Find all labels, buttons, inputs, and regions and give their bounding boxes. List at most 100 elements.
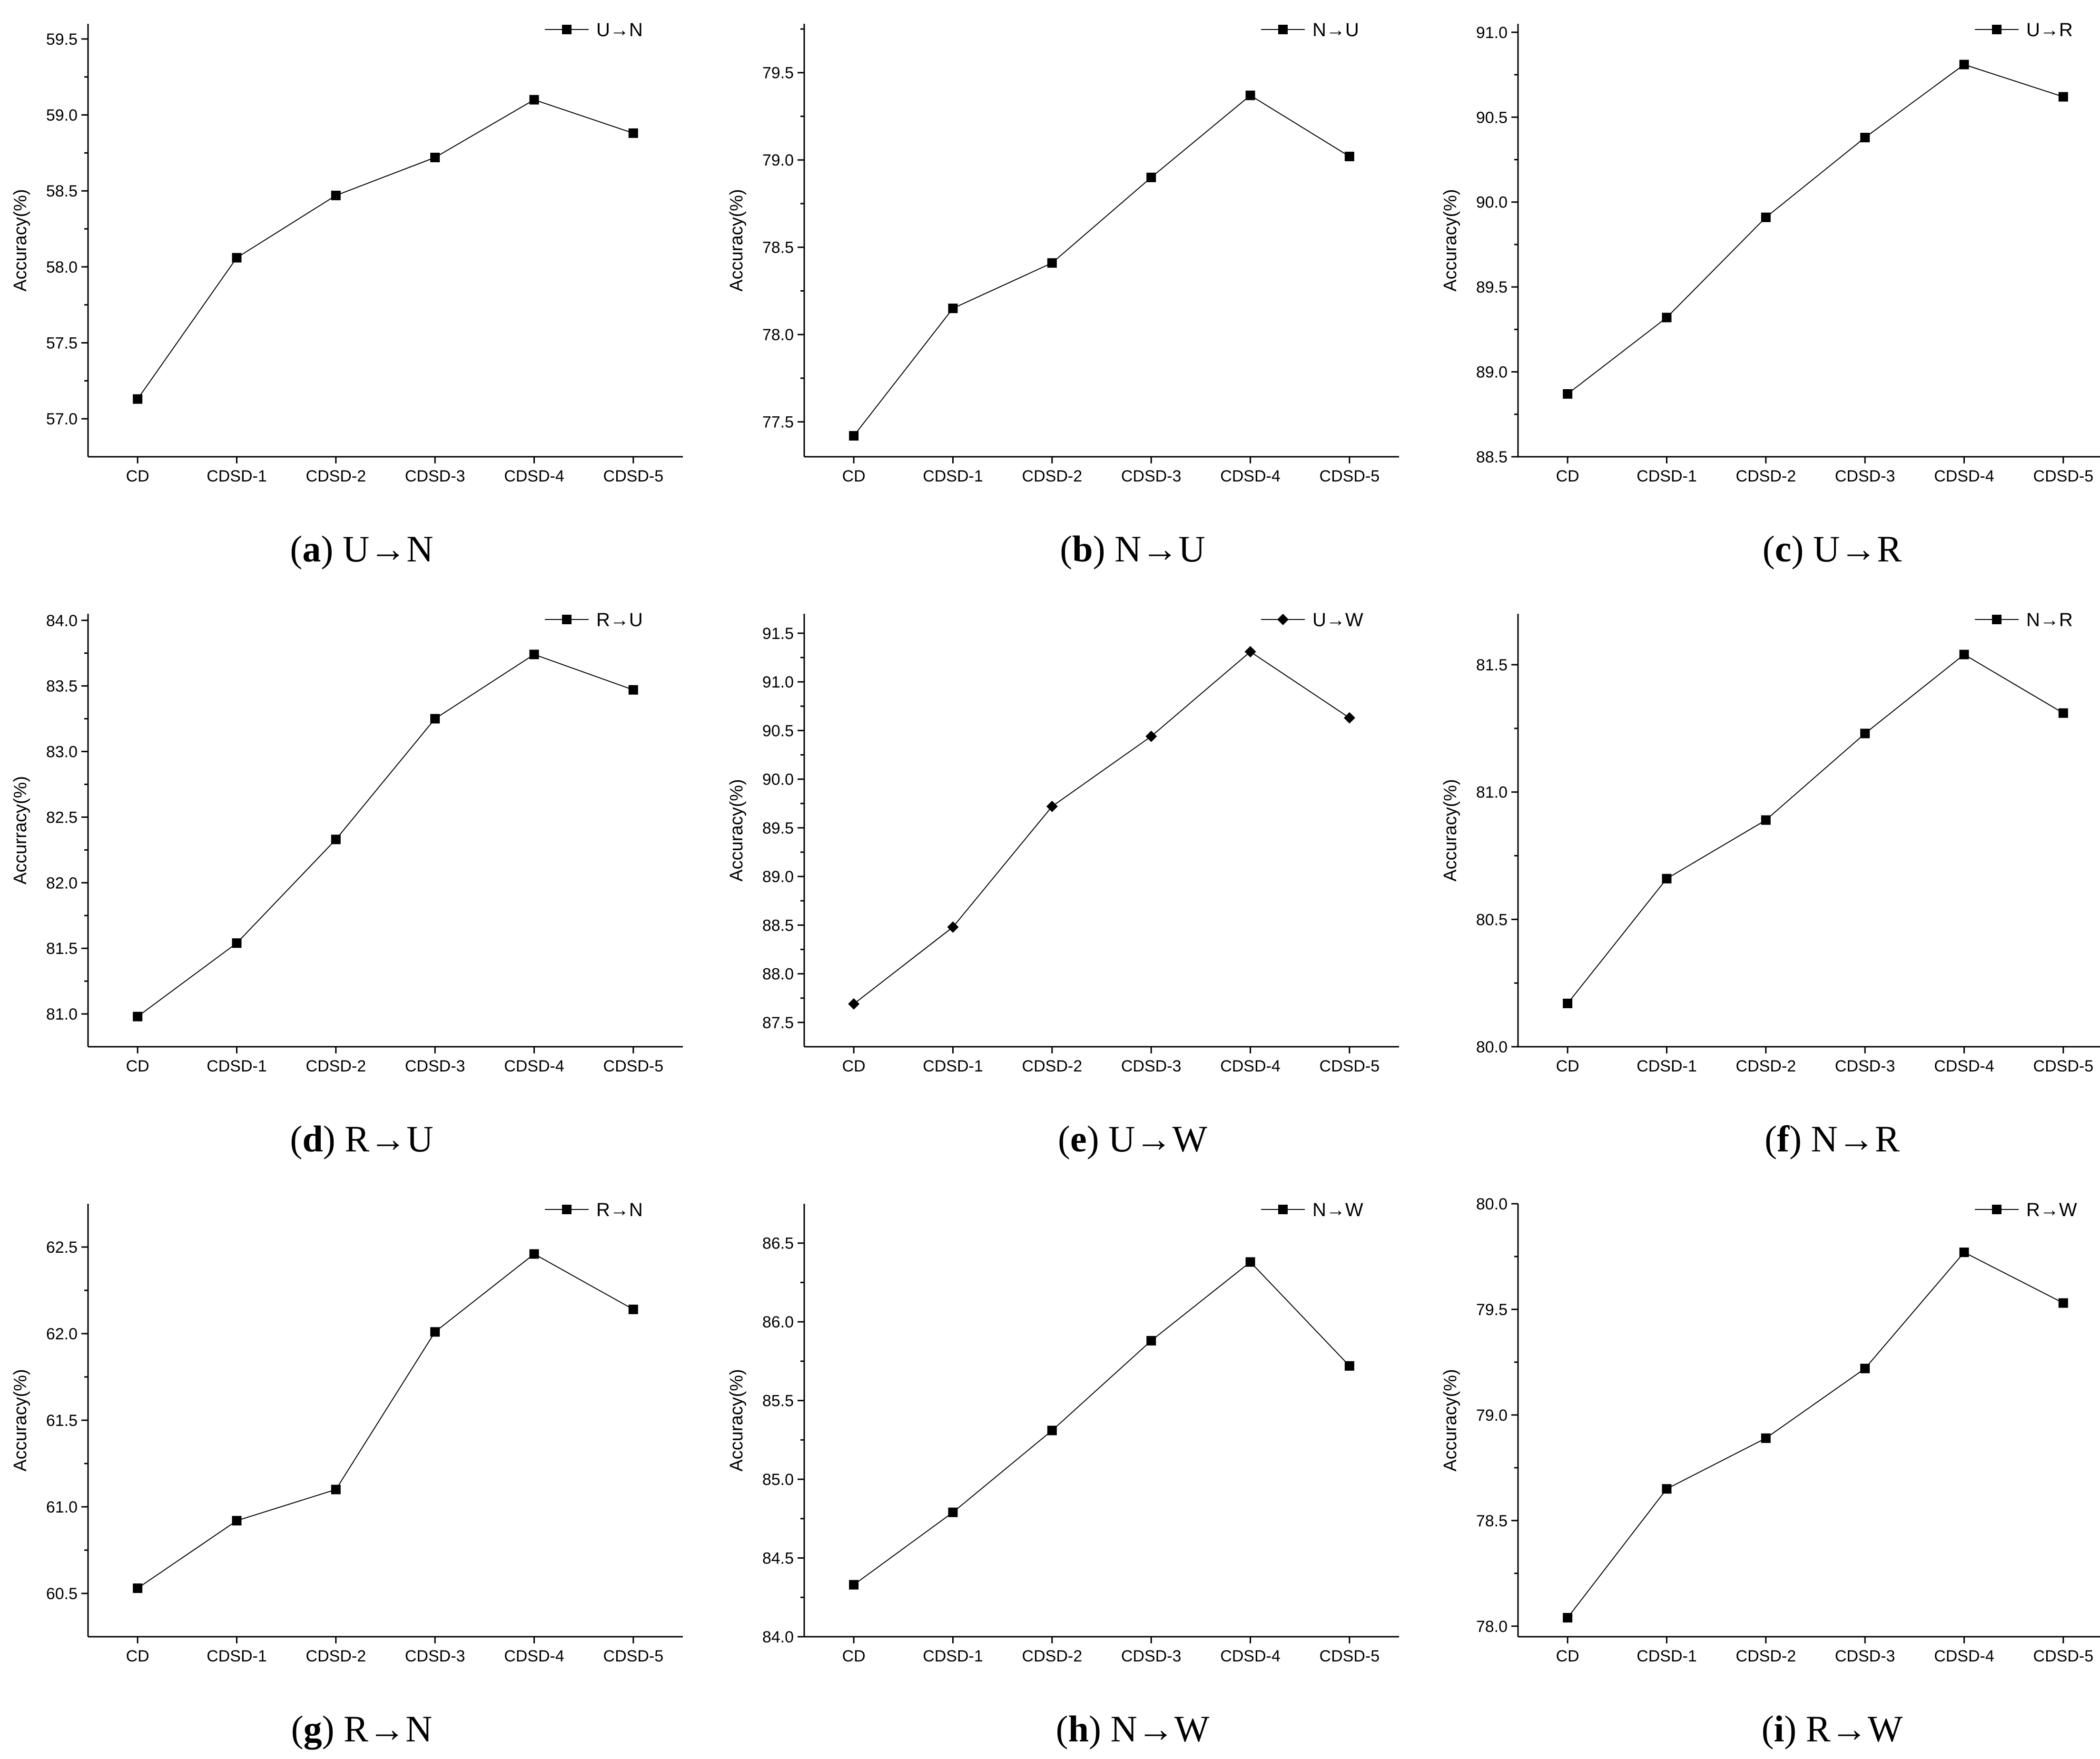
series-line	[853, 651, 1350, 1004]
data-point	[1563, 999, 1573, 1008]
x-tick-label: CDSD-4	[504, 1057, 564, 1075]
data-point	[331, 190, 341, 200]
caption: (a) U→N	[290, 528, 433, 570]
x-tick-label: CDSD-1	[207, 1647, 267, 1665]
caption: (e) U→W	[1058, 1118, 1207, 1160]
x-tick-label: CDSD-5	[2033, 467, 2094, 485]
y-tick-label: 77.5	[762, 413, 794, 432]
data-point	[331, 835, 341, 845]
x-tick-label: CDSD-5	[2033, 1647, 2094, 1665]
y-axis-title: Accuracy(%)	[1440, 189, 1460, 291]
data-point	[1145, 730, 1157, 742]
caption: (d) R→U	[290, 1118, 433, 1160]
y-tick-label: 58.5	[46, 182, 78, 200]
caption-close-paren: )	[1791, 528, 1813, 570]
x-tick-label: CDSD-1	[923, 1057, 983, 1075]
data-point	[529, 95, 539, 105]
caption-letter: d	[302, 1118, 323, 1160]
chart-e: 87.5 88.0 88.5 89.0 89.5 90.0 90.5 91.0 91.5 CD CD…	[727, 609, 1399, 1160]
y-tick-label: 85.5	[762, 1392, 794, 1410]
legend-label: R→U	[596, 609, 643, 630]
data-point	[1662, 313, 1672, 323]
x-tick-label: CDSD-2	[306, 467, 366, 485]
caption-open-paren: (	[1058, 1118, 1070, 1160]
chart-h: 84.0 84.5 85.0 85.5 86.0 86.5 CD CDSD-1 CDSD-2 CD…	[727, 1199, 1399, 1749]
data-point	[628, 685, 638, 695]
y-tick-label: 82.5	[46, 808, 78, 826]
y-tick-label: 60.5	[46, 1585, 78, 1603]
y-tick-label: 62.0	[46, 1325, 78, 1343]
caption: (f) N→R	[1765, 1118, 1900, 1160]
y-tick-label: 80.5	[1476, 911, 1508, 929]
y-tick-label: 90.5	[1476, 108, 1508, 127]
data-point	[1245, 1257, 1255, 1267]
x-tick-label: CDSD-5	[603, 1057, 664, 1075]
legend-label: N→W	[1312, 1199, 1363, 1220]
legend: N→R	[1975, 609, 2073, 630]
caption: (c) U→R	[1763, 528, 1902, 570]
x-tick-label: CDSD-2	[1022, 1057, 1083, 1075]
data-point	[1860, 133, 1870, 143]
data-point	[1344, 1361, 1354, 1371]
x-tick-label: CDSD-1	[1637, 1647, 1697, 1665]
chart-g: 60.5 61.0 61.5 62.0 62.5 CD CDSD-1 CDSD-2 CDSD-3…	[10, 1199, 683, 1749]
y-tick-label: 78.5	[762, 239, 794, 257]
caption-open-paren: (	[1763, 528, 1775, 570]
y-tick-label: 90.0	[1476, 194, 1508, 212]
y-axis-title: Accurracy(%)	[10, 776, 30, 884]
x-tick-label: CDSD-4	[1934, 1057, 1994, 1075]
data-point	[849, 1580, 859, 1590]
y-tick-label: 79.5	[762, 64, 794, 82]
x-tick-label: CDSD-1	[923, 1647, 983, 1665]
x-tick-label: CDSD-1	[1637, 1057, 1697, 1075]
data-point	[1761, 815, 1771, 825]
legend-label: U→N	[596, 20, 643, 40]
x-tick-label: CDSD-1	[1637, 467, 1697, 485]
x-tick-label: CDSD-2	[1736, 467, 1796, 485]
y-axis-title: Accuracy(%)	[1440, 1369, 1460, 1471]
data-point	[1563, 389, 1573, 399]
x-tick-label: CD	[1556, 1057, 1579, 1075]
x-tick-label: CD	[842, 467, 866, 485]
legend-marker	[1277, 614, 1289, 625]
y-tick-label: 91.0	[1476, 24, 1508, 42]
y-tick-label: 80.0	[1476, 1038, 1508, 1056]
legend-label: N→R	[2026, 609, 2073, 630]
data-point	[1662, 874, 1672, 884]
x-tick-label: CDSD-2	[1022, 467, 1083, 485]
data-point	[1959, 1248, 1969, 1258]
legend-label: R→W	[2026, 1199, 2077, 1220]
caption-close-paren: )	[1087, 1118, 1108, 1160]
legend-label: U→R	[2026, 20, 2073, 40]
data-point	[1047, 1425, 1057, 1435]
x-tick-label: CDSD-5	[2033, 1057, 2094, 1075]
caption-text: U→R	[1813, 528, 1902, 570]
caption-text: R→U	[345, 1118, 433, 1160]
x-tick-label: CDSD-3	[1835, 1057, 1895, 1075]
y-tick-label: 81.5	[1476, 656, 1508, 674]
series-line	[137, 99, 634, 400]
caption-open-paren: (	[1060, 528, 1072, 570]
legend-marker	[1992, 615, 2001, 624]
y-tick-label: 81.0	[46, 1005, 78, 1023]
x-tick-label: CDSD-4	[504, 467, 564, 485]
data-point	[848, 998, 860, 1010]
caption-close-paren: )	[1784, 1708, 1805, 1749]
legend: U→N	[545, 20, 643, 40]
caption-text: U→W	[1108, 1118, 1207, 1160]
legend: R→W	[1975, 1199, 2077, 1220]
x-tick-label: CDSD-2	[1736, 1057, 1796, 1075]
x-tick-label: CDSD-2	[1022, 1647, 1083, 1665]
x-tick-label: CDSD-2	[306, 1647, 366, 1665]
data-point	[529, 1249, 539, 1259]
x-tick-label: CDSD-5	[603, 467, 664, 485]
y-tick-label: 84.0	[762, 1628, 794, 1646]
x-tick-label: CDSD-4	[1220, 1647, 1281, 1665]
caption-letter: c	[1775, 528, 1792, 570]
x-tick-label: CD	[842, 1647, 866, 1665]
legend: R→N	[545, 1199, 643, 1220]
series-line	[1567, 1251, 2064, 1618]
data-point	[232, 1516, 242, 1526]
y-tick-label: 89.5	[762, 819, 794, 837]
legend-marker	[1992, 25, 2001, 34]
